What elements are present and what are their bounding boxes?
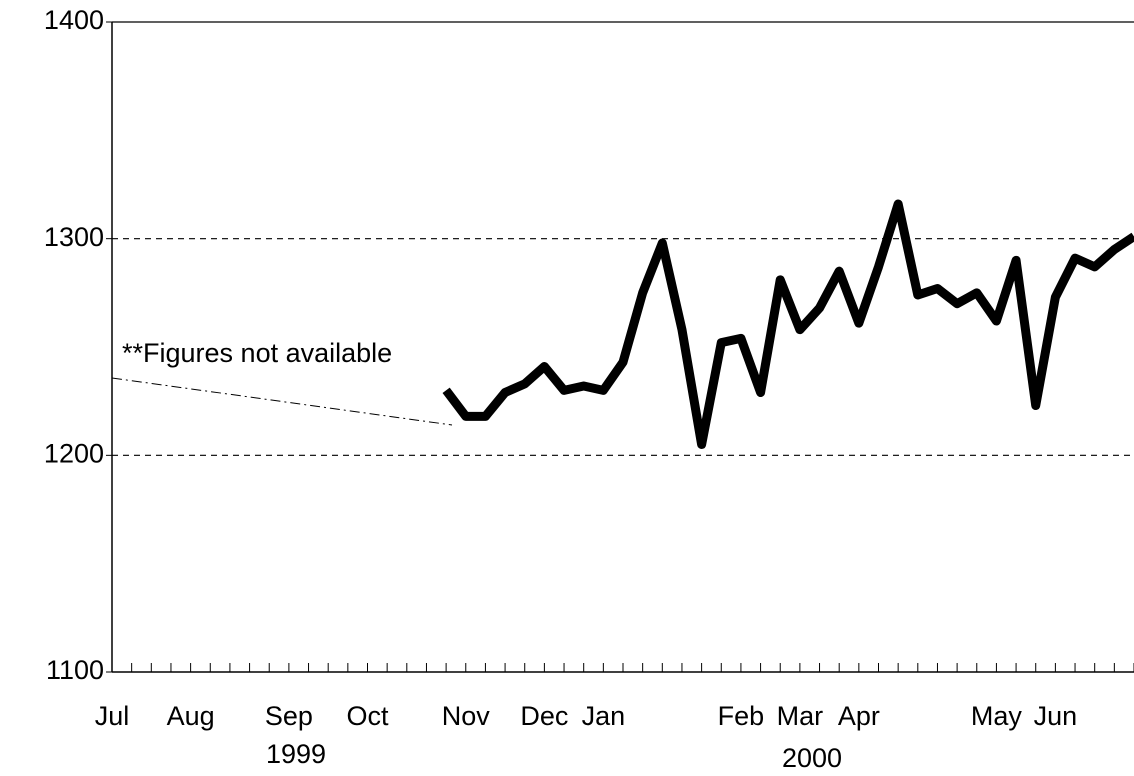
y-tick-label: 1200 (44, 438, 104, 468)
x-tick-label: May (971, 701, 1023, 731)
annotation: **Figures not available (122, 338, 392, 368)
year-label: 1999 (266, 739, 326, 769)
x-tick-label: Apr (838, 701, 880, 731)
y-tick-label: 1300 (44, 222, 104, 252)
x-tick-label: Jun (1034, 701, 1078, 731)
year-label: 2000 (782, 743, 842, 773)
x-tick-label: Dec (520, 701, 568, 731)
x-tick-label: Sep (265, 701, 313, 731)
x-tick-label: Jan (582, 701, 626, 731)
x-tick-label: Nov (442, 701, 491, 731)
x-tick-label: Aug (167, 701, 215, 731)
x-tick-label: Feb (718, 701, 765, 731)
x-tick-label: Mar (777, 701, 824, 731)
x-tick-label: Jul (95, 701, 130, 731)
data-line (442, 199, 1134, 449)
annotation-pointer (111, 377, 453, 426)
x-tick-label: Oct (346, 701, 389, 731)
y-tick-label: 1100 (46, 655, 104, 685)
y-tick-label: 1400 (44, 5, 104, 35)
